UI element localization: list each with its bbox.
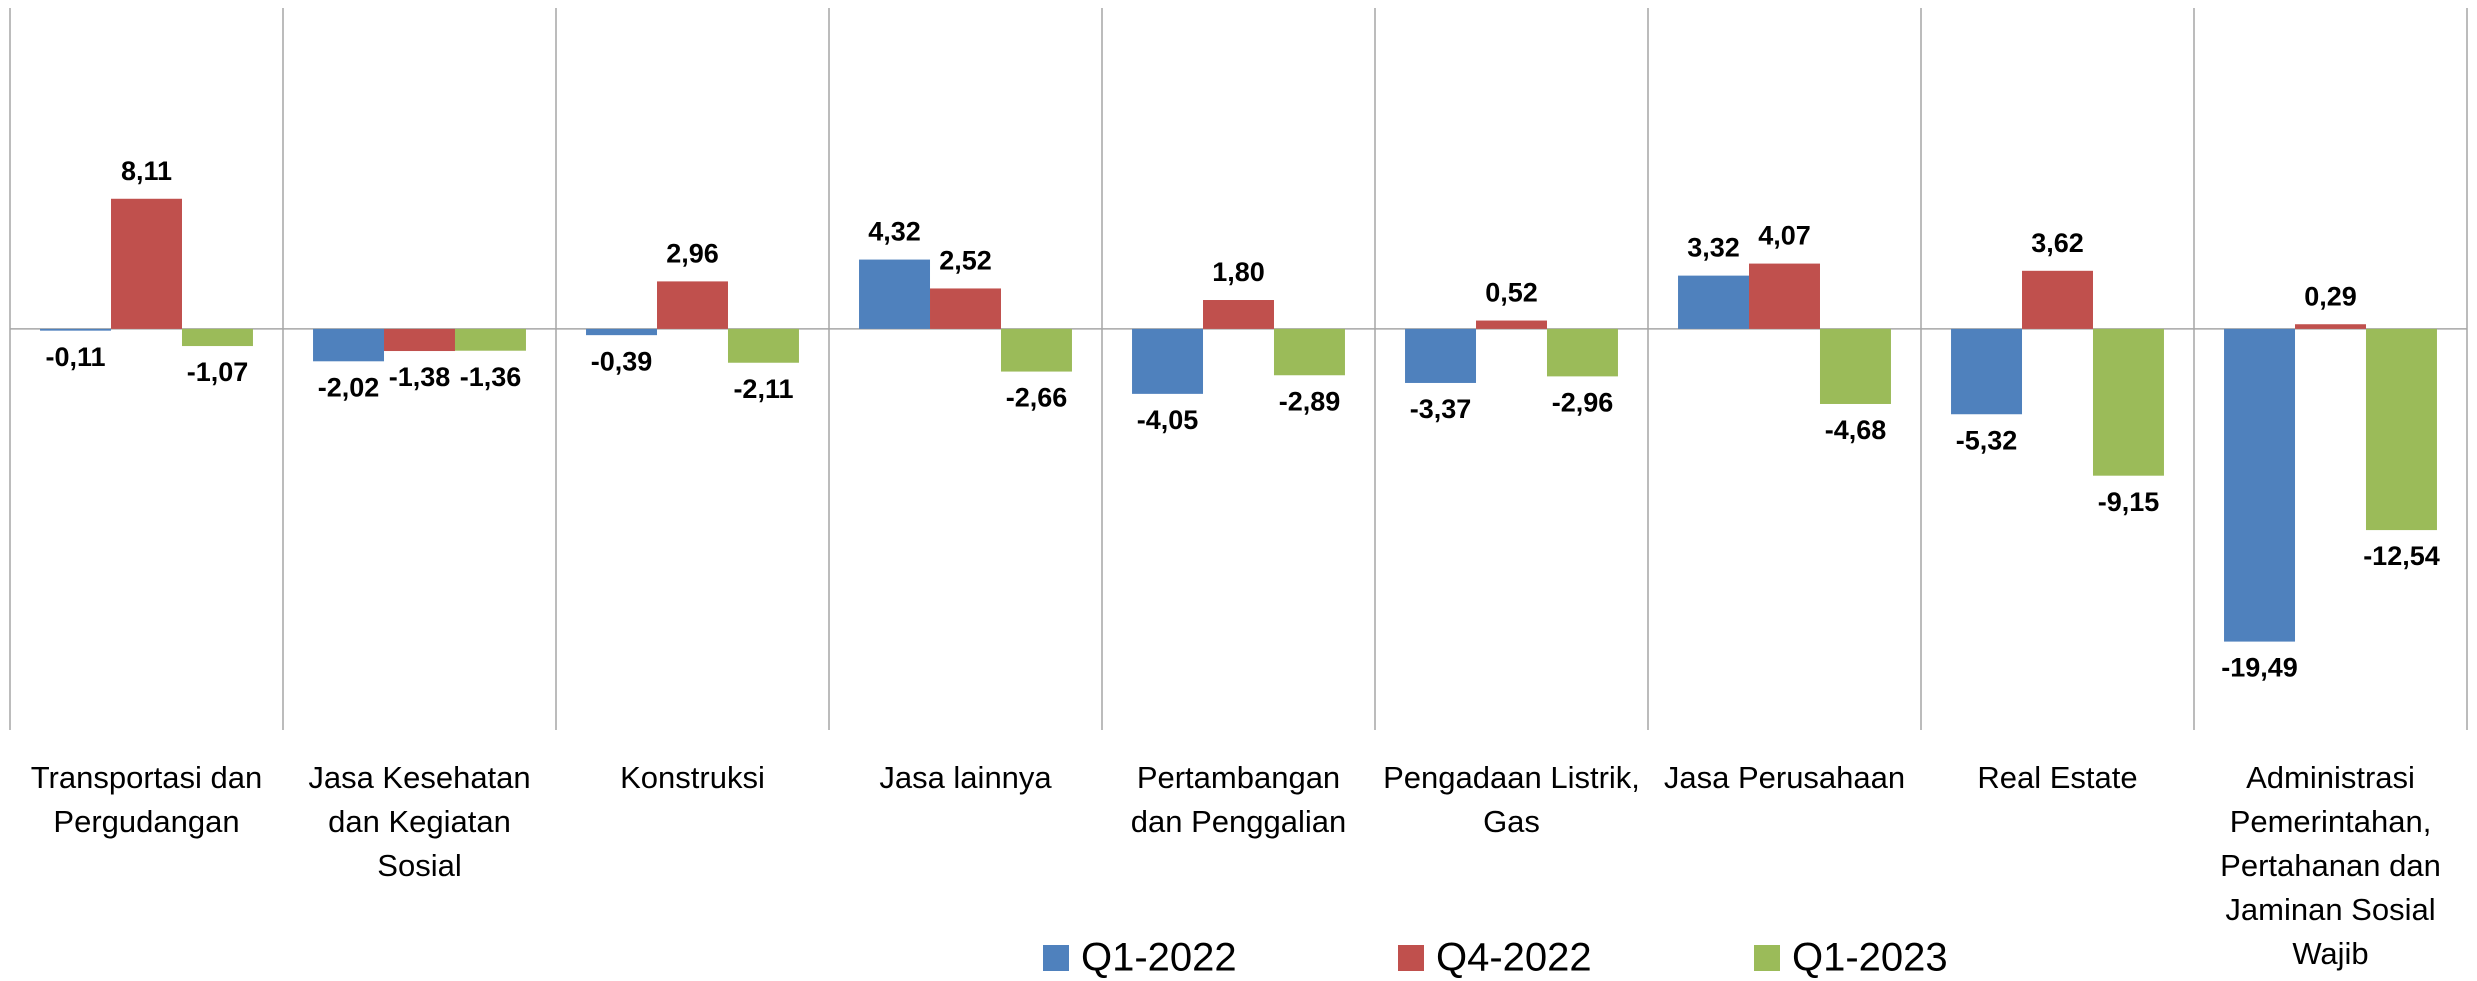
x-tick-label: Jasa lainnya [879, 760, 1052, 795]
data-label: -3,37 [1410, 394, 1472, 424]
bar [1546, 328, 1618, 377]
bar [859, 259, 931, 329]
bar [1203, 300, 1274, 329]
data-label: -2,96 [1552, 388, 1614, 418]
data-label: 0,52 [1485, 278, 1538, 308]
bar [1476, 320, 1547, 329]
data-label: -4,68 [1825, 415, 1887, 445]
data-label: 1,80 [1212, 257, 1265, 287]
bar [313, 328, 385, 362]
bar [1000, 328, 1072, 372]
data-label: -5,32 [1956, 425, 2018, 455]
data-label: -9,15 [2098, 487, 2160, 517]
bar [2365, 328, 2437, 531]
x-tick-label: Konstruksi [620, 760, 765, 795]
legend-label: Q1-2023 [1792, 936, 1948, 980]
bar [181, 328, 253, 347]
bar [1405, 328, 1477, 383]
bar [727, 328, 799, 363]
legend-swatch [1398, 945, 1424, 971]
bar [1749, 263, 1820, 329]
bar [40, 328, 112, 331]
x-tick-label: Pertambangan dan Penggalian [1130, 760, 1347, 839]
data-label: -4,05 [1137, 405, 1199, 435]
data-label: 4,32 [868, 217, 921, 247]
bar [2022, 270, 2093, 329]
bar [2224, 328, 2296, 642]
data-label: 8,11 [121, 156, 172, 186]
bar [586, 328, 658, 336]
data-label: 3,62 [2031, 228, 2084, 258]
bar [1273, 328, 1345, 376]
bar [1951, 328, 2023, 415]
legend-swatch [1754, 945, 1780, 971]
data-label: 3,32 [1687, 233, 1740, 263]
data-label: -1,38 [389, 362, 451, 392]
data-label: 2,52 [939, 246, 992, 276]
bar [384, 328, 455, 352]
data-label: -2,89 [1279, 386, 1341, 416]
bar [930, 288, 1001, 329]
data-label: -19,49 [2221, 653, 2298, 683]
bar [2295, 324, 2366, 329]
data-label: -12,54 [2363, 541, 2440, 571]
legend-label: Q1-2022 [1081, 936, 1237, 980]
x-tick-label: Real Estate [1977, 760, 2138, 795]
bar [1819, 328, 1891, 404]
legend-swatch [1043, 945, 1069, 971]
data-label: -1,36 [460, 362, 522, 392]
x-tick-label: Pengadaan Listrik, Gas [1383, 760, 1640, 839]
x-tick-label: Transportasi dan Pergudangan [30, 760, 263, 839]
bar [657, 281, 728, 329]
bar [454, 328, 526, 351]
bar [1678, 275, 1750, 329]
data-label: 0,29 [2304, 281, 2357, 311]
x-tick-label: Administrasi Pemerintahan, Pertahanan da… [2220, 760, 2441, 971]
data-label: -2,66 [1006, 383, 1068, 413]
bar [2092, 328, 2164, 476]
x-tick-label: Jasa Kesehatan dan Kegiatan Sosial [308, 760, 531, 883]
legend-label: Q4-2022 [1436, 936, 1592, 980]
bar [1132, 328, 1204, 394]
data-label: -0,11 [45, 342, 105, 372]
data-label: 2,96 [666, 239, 719, 269]
data-label: 4,07 [1758, 221, 1811, 251]
data-label: -2,11 [733, 374, 793, 404]
data-label: -1,07 [187, 357, 249, 387]
data-label: -0,39 [591, 346, 653, 376]
bar [111, 198, 182, 329]
x-tick-label: Jasa Perusahaan [1663, 760, 1906, 795]
data-label: -2,02 [318, 372, 380, 402]
